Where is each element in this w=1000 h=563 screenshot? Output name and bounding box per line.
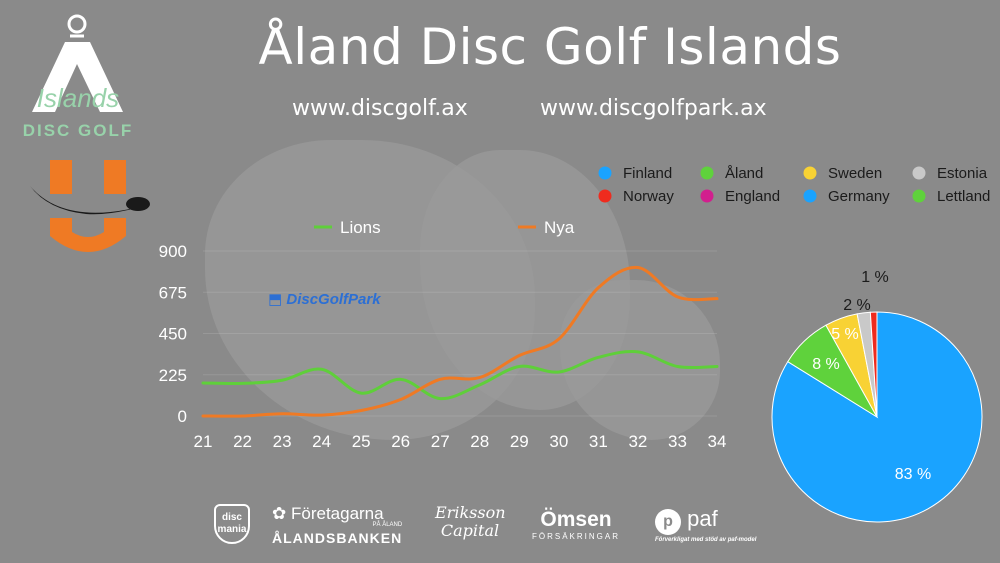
x-tick-label: 27 [431, 432, 450, 451]
svg-text:Islands: Islands [37, 83, 119, 113]
pie-legend-swatch [803, 189, 817, 203]
pie-legend-swatch [700, 189, 714, 203]
pie-slice-label: 2 % [843, 297, 871, 314]
pie-legend-label: Norway [623, 188, 674, 205]
svg-text:DISC GOLF: DISC GOLF [23, 121, 134, 140]
y-tick-label: 450 [159, 325, 187, 344]
pie-legend-label: Åland [725, 165, 763, 182]
y-tick-label: 0 [178, 407, 187, 426]
pie-legend-swatch [803, 166, 817, 180]
y-tick-label: 675 [159, 283, 187, 302]
legend-label-lions: Lions [340, 218, 381, 237]
x-tick-label: 28 [470, 432, 489, 451]
sponsor-foretagarna-logo: ✿ Företagarna PÅ ÅLAND ÅLANDSBANKEN [272, 504, 403, 546]
sponsor-strip: disc mania ✿ Företagarna PÅ ÅLAND ÅLANDS… [210, 500, 770, 555]
pie-legend-label: Lettland [937, 188, 990, 205]
y-tick-label: 225 [159, 366, 187, 385]
islands-disc-golf-logo: Islands DISC GOLF [23, 14, 134, 140]
x-tick-label: 23 [273, 432, 292, 451]
x-tick-label: 25 [352, 432, 371, 451]
discgolfpark-logo: ⬒ DiscGolfPark [268, 291, 381, 308]
pie-slice-label: 8 % [812, 356, 840, 373]
x-tick-label: 22 [233, 432, 252, 451]
x-tick-label: 29 [510, 432, 529, 451]
pie-legend-label: Germany [828, 188, 890, 205]
pie-legend-label: Estonia [937, 165, 988, 182]
pie-legend-swatch [598, 166, 612, 180]
pie-slice-label: 83 % [895, 466, 931, 483]
pie-legend-label: England [725, 188, 780, 205]
x-tick-label: 21 [194, 432, 213, 451]
discgolfpark-pin-icon: ⬒ [268, 291, 283, 308]
x-tick-label: 31 [589, 432, 608, 451]
u-logo [30, 160, 150, 252]
x-tick-label: 32 [628, 432, 647, 451]
pie-legend-swatch [912, 166, 926, 180]
y-tick-label: 900 [159, 242, 187, 261]
series-line-lions [201, 349, 719, 401]
sponsor-paf-logo: p paf Förverkligat med stöd av paf-model [655, 506, 757, 543]
pie-legend-swatch [912, 189, 926, 203]
website-link-discgolfpark[interactable]: www.discgolfpark.ax [540, 96, 767, 121]
website-link-discgolf[interactable]: www.discgolf.ax [292, 96, 468, 121]
pie-slice-norway [869, 311, 878, 418]
pie-legend-label: Sweden [828, 165, 882, 182]
legend-label-nya: Nya [544, 218, 575, 237]
pie-legend-swatch [700, 166, 714, 180]
x-tick-label: 30 [549, 432, 568, 451]
x-tick-label: 34 [708, 432, 727, 451]
x-tick-label: 33 [668, 432, 687, 451]
pie-legend-label: Finland [623, 165, 672, 182]
sponsor-omsen-logo: Ömsen FÖRSÄKRINGAR [532, 508, 621, 541]
x-tick-label: 26 [391, 432, 410, 451]
foretagarna-flower-icon: ✿ [272, 504, 287, 523]
x-tick-label: 24 [312, 432, 331, 451]
page-title: Åland Disc Golf Islands [258, 18, 842, 76]
sponsor-eriksson-capital-logo: Eriksson Capital [435, 503, 506, 540]
pie-slice-label: 1 % [861, 269, 889, 286]
sponsor-disc-mania-logo: disc mania [214, 504, 250, 544]
pie-slice-label: 5 % [831, 326, 859, 343]
paf-icon: p [655, 509, 681, 535]
map-background [560, 280, 720, 440]
series-line-nya [201, 265, 719, 418]
pie-legend-swatch [598, 189, 612, 203]
